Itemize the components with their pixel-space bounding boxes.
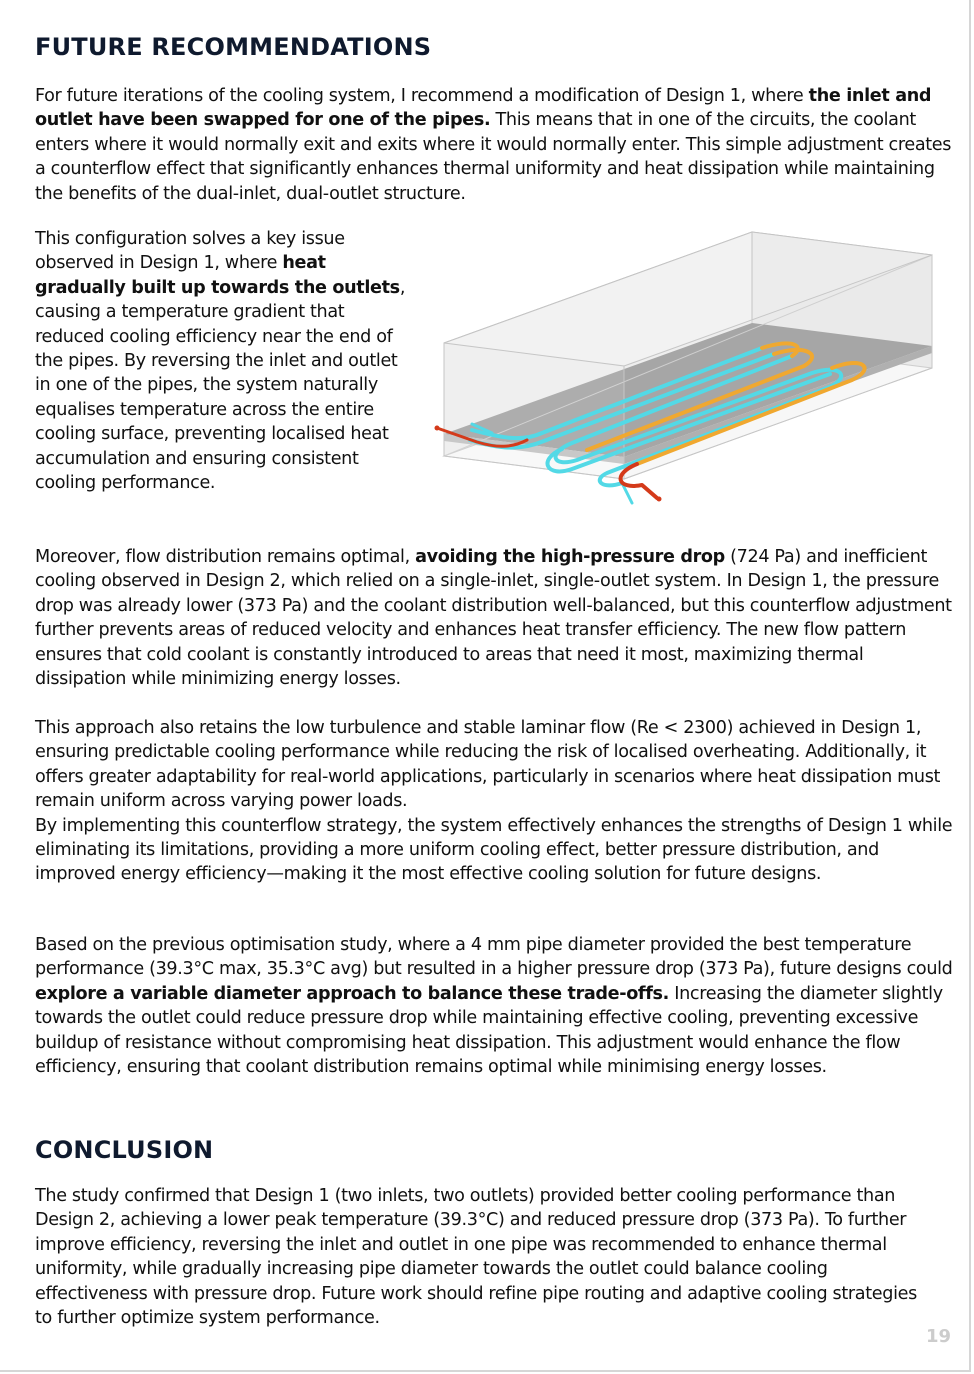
text-run: (724 Pa) and inefficient cooling observe…	[35, 547, 952, 690]
text-run: Moreover, flow distribution remains opti…	[35, 547, 416, 567]
paragraph-laminar-flow: This approach also retains the low turbu…	[35, 716, 955, 887]
pipe-a-inlet-stub	[470, 422, 494, 435]
conclusion-heading: CONCLUSION	[35, 1136, 214, 1164]
pipe-circuit-b-run	[635, 361, 867, 466]
paragraph-variable-diameter: Based on the previous optimisation study…	[35, 933, 955, 1079]
pipe-a-outlet	[620, 481, 634, 505]
text-run: This means that in one of the circuits, …	[35, 110, 952, 204]
cooling-plate-render	[434, 231, 933, 505]
paragraph-conclusion: The study confirmed that Design 1 (two i…	[35, 1184, 935, 1330]
cooling-plate-figure	[432, 228, 957, 523]
text-run: By implementing this counterflow strateg…	[35, 815, 953, 885]
pipe-circuit-a	[470, 341, 843, 488]
paragraph-flow-distribution: Moreover, flow distribution remains opti…	[35, 545, 955, 691]
pipe-circuit-b-bend	[585, 348, 814, 452]
text-run: For future iterations of the cooling sys…	[35, 86, 809, 106]
bold-run: explore a variable diameter approach to …	[35, 983, 670, 1004]
bold-run: the inlet and outlet have been swapped f…	[35, 86, 932, 131]
pipe-group	[434, 341, 867, 505]
page-number: 19	[926, 1326, 952, 1347]
text-run: , causing a temperature gradient that re…	[35, 277, 406, 494]
text-run: This configuration solves a key issue ob…	[35, 229, 345, 274]
pipe-b-outlet	[618, 462, 659, 500]
pipe-circuit-b-middle	[545, 372, 832, 474]
plate-front-edge	[444, 434, 624, 464]
paragraph-configuration: This configuration solves a key issue ob…	[35, 227, 407, 495]
text-run: This approach also retains the low turbu…	[35, 718, 941, 812]
text-run: Based on the previous optimisation study…	[35, 935, 953, 980]
outlet-marker	[656, 496, 662, 502]
inlet-marker	[434, 425, 440, 431]
text-run: Increasing the diameter slightly towards…	[35, 983, 943, 1078]
bold-run: heat gradually built up towards the outl…	[35, 253, 400, 298]
future-recommendations-heading: FUTURE RECOMMENDATIONS	[35, 33, 432, 61]
pipe-a-warm-bend	[760, 341, 800, 358]
bold-run: avoiding the high-pressure drop	[415, 547, 725, 567]
paragraph-counterflow-intro: For future iterations of the cooling sys…	[35, 84, 955, 206]
pipe-inlet-hot	[435, 426, 529, 448]
text-run: The study confirmed that Design 1 (two i…	[35, 1186, 917, 1329]
